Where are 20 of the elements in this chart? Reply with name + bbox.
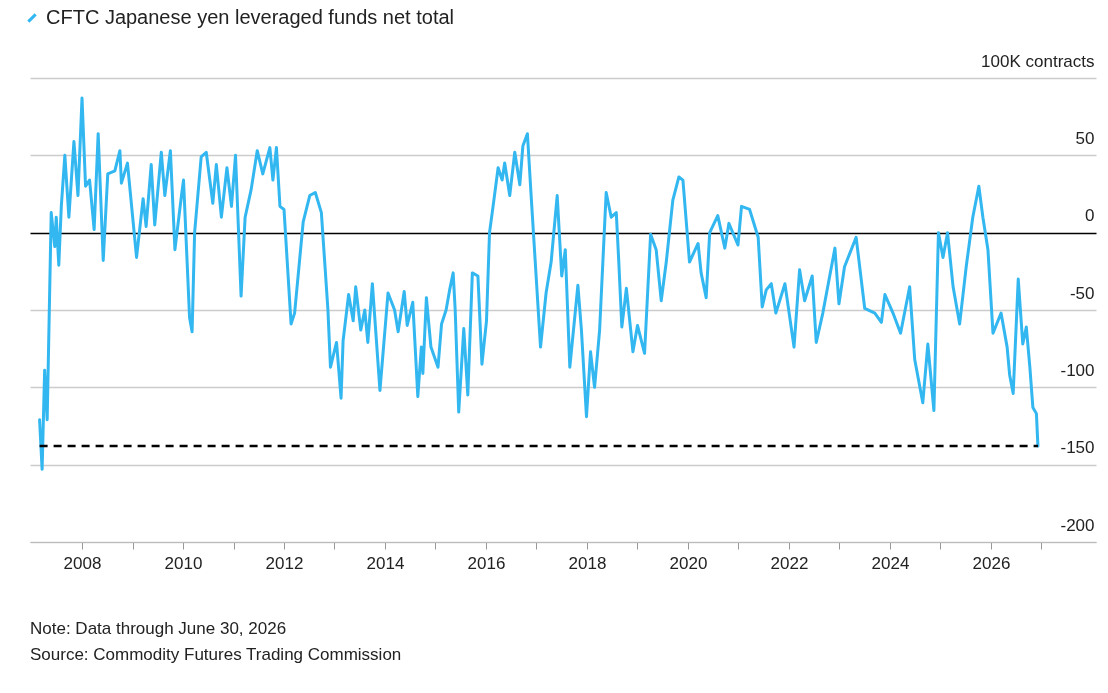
x-tick-label: 2012 [265,553,304,573]
text: Note: Data through June 30, 2026 [30,619,287,638]
y-tick-label: -200 [1060,515,1095,535]
y-tick-label: -100 [1060,360,1095,380]
x-tick-label: 2022 [770,553,809,573]
x-tick-label: 2018 [568,553,607,573]
y-tick-label: -150 [1060,438,1095,458]
y-tick-label: 50 [1075,128,1095,148]
y-tick-label: -50 [1069,283,1095,303]
y-tick-label: 0 [1085,206,1095,226]
y-tick-label: 100K contracts [981,51,1095,71]
x-tick-label: 2026 [972,553,1011,573]
legend-label: CFTC Japanese yen leveraged funds net total [46,6,455,28]
x-tick-label: 2008 [63,553,102,573]
x-tick-label: 2024 [871,553,910,573]
source-note: Source: Commodity Futures Trading Commission [30,645,402,664]
x-tick-label: 2010 [164,553,203,573]
x-tick-label: 2016 [467,553,506,573]
x-tick-label: 2014 [366,553,405,573]
x-tick-label: 2020 [669,553,708,573]
